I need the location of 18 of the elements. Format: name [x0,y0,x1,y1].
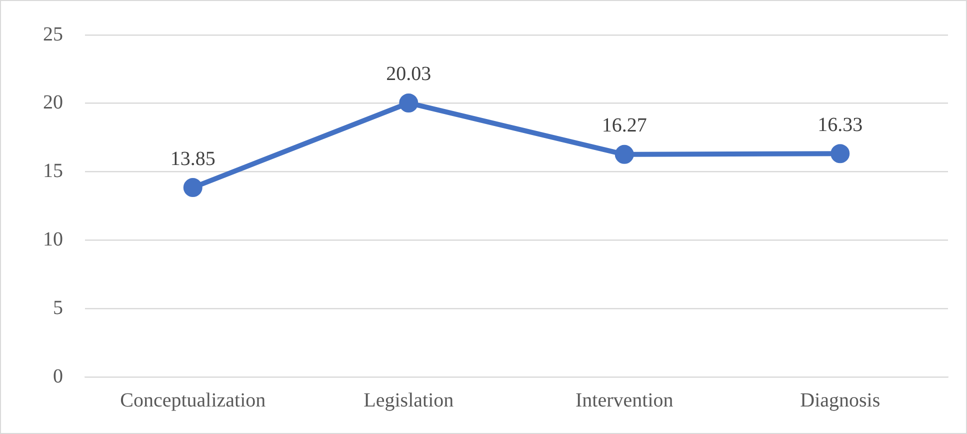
data-label: 20.03 [386,63,432,86]
x-tick-label: Diagnosis [800,389,880,412]
y-tick-label: 20 [43,92,63,114]
x-tick-label: Intervention [576,389,674,412]
point [183,178,202,198]
y-tick-label: 10 [43,228,63,250]
y-tick-label: 15 [43,160,63,182]
x-tick-label: Legislation [364,389,454,412]
y-tick-label: 0 [53,365,63,388]
point [830,144,850,164]
y-tick-label: 25 [43,23,63,46]
y-tick-label: 5 [53,296,63,319]
point [399,93,418,112]
data-label: 16.27 [602,114,647,137]
x-tick-label: Conceptualization [120,389,266,412]
data-label: 16.33 [818,114,863,136]
point [614,144,634,164]
data-label: 13.85 [170,148,216,170]
